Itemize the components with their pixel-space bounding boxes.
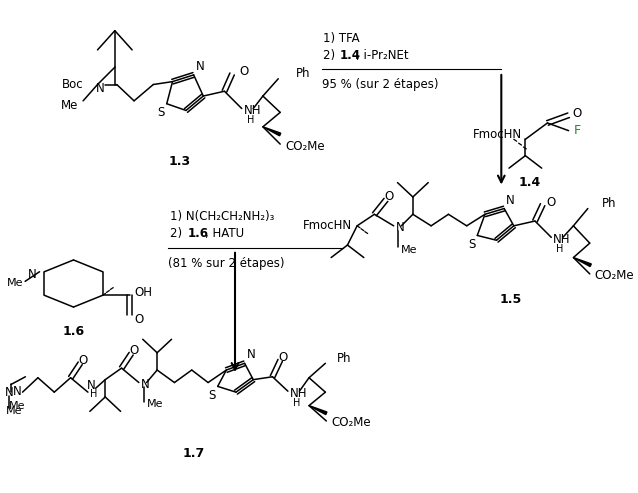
Text: O: O bbox=[130, 344, 138, 357]
Text: CO₂Me: CO₂Me bbox=[285, 140, 325, 152]
Text: S: S bbox=[158, 106, 165, 119]
Text: Me: Me bbox=[61, 99, 78, 112]
Polygon shape bbox=[574, 257, 591, 267]
Text: 1.6: 1.6 bbox=[188, 227, 209, 240]
Text: N: N bbox=[396, 221, 404, 234]
Text: N: N bbox=[141, 378, 149, 391]
Text: 2): 2) bbox=[170, 227, 186, 240]
Text: NH: NH bbox=[553, 233, 571, 246]
Text: FmocHN: FmocHN bbox=[473, 128, 522, 141]
Polygon shape bbox=[263, 127, 281, 136]
Text: (81 % sur 2 étapes): (81 % sur 2 étapes) bbox=[168, 257, 284, 270]
Text: 1) N(CH₂CH₂NH₂)₃: 1) N(CH₂CH₂NH₂)₃ bbox=[170, 210, 274, 223]
Text: F: F bbox=[574, 124, 581, 137]
Text: N: N bbox=[196, 60, 204, 73]
Text: Boc: Boc bbox=[61, 78, 83, 91]
Text: 1.4: 1.4 bbox=[340, 49, 361, 62]
Text: N: N bbox=[28, 268, 36, 281]
Text: Me: Me bbox=[6, 406, 23, 417]
Text: Me: Me bbox=[401, 245, 418, 255]
Text: Me: Me bbox=[7, 278, 23, 288]
Text: N: N bbox=[13, 385, 22, 398]
Text: O: O bbox=[240, 65, 249, 77]
Text: 1) TFA: 1) TFA bbox=[323, 32, 360, 45]
Text: S: S bbox=[209, 389, 216, 402]
Text: Ph: Ph bbox=[602, 197, 617, 210]
Text: O: O bbox=[78, 354, 88, 367]
Text: Me: Me bbox=[147, 399, 163, 409]
Text: Ph: Ph bbox=[295, 68, 310, 80]
Text: Me: Me bbox=[9, 401, 26, 411]
Text: Ph: Ph bbox=[337, 352, 352, 365]
Text: H: H bbox=[556, 244, 563, 254]
Text: CO₂Me: CO₂Me bbox=[595, 269, 634, 282]
Text: NH: NH bbox=[244, 104, 261, 117]
Text: 1.6: 1.6 bbox=[63, 325, 85, 338]
Text: O: O bbox=[547, 196, 556, 209]
Text: N: N bbox=[506, 194, 515, 207]
Text: 1.7: 1.7 bbox=[182, 447, 205, 460]
Text: 2): 2) bbox=[323, 49, 339, 62]
Text: FmocHN: FmocHN bbox=[303, 219, 352, 232]
Text: 1.3: 1.3 bbox=[168, 155, 190, 168]
Polygon shape bbox=[309, 406, 327, 415]
Text: O: O bbox=[278, 351, 288, 364]
Text: CO₂Me: CO₂Me bbox=[331, 417, 371, 429]
Text: OH: OH bbox=[135, 286, 152, 299]
Text: , HATU: , HATU bbox=[205, 227, 244, 240]
Text: H: H bbox=[293, 398, 300, 408]
Text: N: N bbox=[96, 82, 105, 95]
Text: N: N bbox=[246, 349, 255, 361]
Text: , i-Pr₂NEt: , i-Pr₂NEt bbox=[356, 49, 409, 62]
Text: N: N bbox=[87, 379, 96, 392]
Text: 1.4: 1.4 bbox=[519, 176, 541, 189]
Text: S: S bbox=[468, 238, 475, 251]
Text: 1.5: 1.5 bbox=[500, 293, 522, 306]
Text: NH: NH bbox=[290, 387, 308, 400]
Text: O: O bbox=[135, 313, 144, 326]
Text: O: O bbox=[384, 190, 394, 204]
Text: H: H bbox=[246, 115, 254, 125]
Text: O: O bbox=[572, 107, 582, 120]
Text: 95 % (sur 2 étapes): 95 % (sur 2 étapes) bbox=[322, 78, 438, 91]
Text: N: N bbox=[4, 386, 13, 399]
Text: H: H bbox=[90, 389, 97, 399]
